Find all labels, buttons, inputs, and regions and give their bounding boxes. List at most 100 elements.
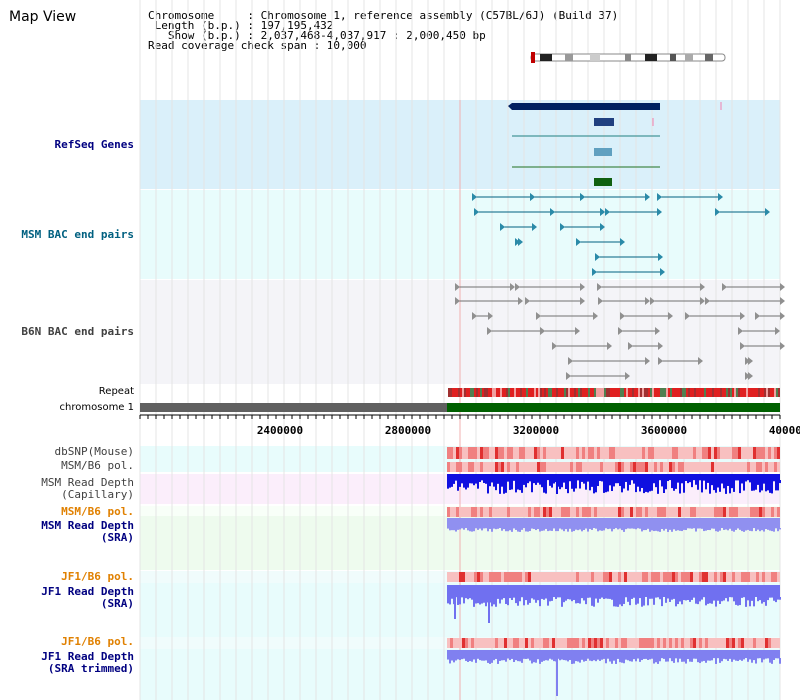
depth-bar <box>775 597 777 603</box>
polymorphism-cell <box>675 462 678 472</box>
track-label-msm-depth-capillary[interactable]: MSM Read Depth (Capillary) <box>41 477 134 501</box>
polymorphism-cell <box>495 638 498 648</box>
repeat-segment <box>646 388 648 397</box>
repeat-segment <box>512 388 514 397</box>
depth-bar <box>455 658 457 661</box>
polymorphism-cell <box>651 462 654 472</box>
polymorphism-cell <box>678 572 681 582</box>
repeat-segment <box>710 388 712 397</box>
polymorphism-cell <box>621 638 624 648</box>
depth-bar <box>491 528 493 532</box>
depth-bar <box>559 658 561 661</box>
depth-bar <box>701 528 703 529</box>
polymorphism-cell <box>687 507 690 517</box>
depth-bar <box>691 528 693 529</box>
depth-bar <box>527 528 529 532</box>
polymorphism-cell <box>627 447 630 459</box>
depth-bar <box>519 658 521 662</box>
polymorphism-cell <box>756 507 759 517</box>
polymorphism-cell <box>558 638 561 648</box>
repeat-segment <box>526 388 528 397</box>
polymorphism-cell <box>585 507 588 517</box>
depth-bar <box>647 597 649 606</box>
repeat-segment <box>724 388 726 397</box>
bac-end-marker <box>780 297 785 305</box>
polymorphism-cell <box>639 572 642 582</box>
polymorphism-cell <box>705 638 708 648</box>
polymorphism-cell <box>459 447 462 459</box>
polymorphism-cell <box>588 462 591 472</box>
depth-bar <box>495 528 497 530</box>
repeat-segment <box>540 388 542 397</box>
depth-bar <box>499 480 501 494</box>
repeat-segment <box>688 388 690 397</box>
polymorphism-cell <box>696 507 699 517</box>
depth-bar <box>671 597 673 600</box>
depth-bar <box>597 597 599 603</box>
polymorphism-cell <box>567 638 570 648</box>
polymorphism-cell <box>495 572 498 582</box>
repeat-segment <box>670 388 672 397</box>
bac-end-marker <box>593 312 598 320</box>
polymorphism-cell <box>453 447 456 459</box>
polymorphism-cell <box>555 447 558 459</box>
depth-bar <box>553 658 555 662</box>
depth-bar <box>749 528 751 531</box>
polymorphism-cell <box>567 572 570 582</box>
track-label-b6n-bac[interactable]: B6N BAC end pairs <box>21 325 134 338</box>
depth-bar <box>765 528 767 529</box>
track-label-msm-bac[interactable]: MSM BAC end pairs <box>21 228 134 241</box>
track-label-refseq[interactable]: RefSeq Genes <box>54 138 134 151</box>
polymorphism-cell <box>516 507 519 517</box>
track-label-jf1-depth-sra[interactable]: JF1 Read Depth (SRA) <box>41 586 134 610</box>
polymorphism-cell <box>549 447 552 459</box>
depth-spike <box>454 597 456 619</box>
depth-bar <box>719 597 721 604</box>
depth-bar <box>575 528 577 530</box>
repeat-segment <box>756 388 758 397</box>
polymorphism-cell <box>606 572 609 582</box>
track-label-jf1-pol-2[interactable]: JF1/B6 pol. <box>61 635 134 648</box>
repeat-segment <box>636 388 638 397</box>
bac-end-marker <box>705 297 710 305</box>
depth-bar <box>779 597 781 600</box>
polymorphism-cell <box>654 447 657 459</box>
depth-bar <box>467 480 469 488</box>
repeat-segment <box>588 388 590 397</box>
depth-bar <box>631 597 633 599</box>
track-label-msm-depth-sra[interactable]: MSM Read Depth (SRA) <box>41 520 134 544</box>
polymorphism-cell <box>573 462 576 472</box>
polymorphism-cell <box>687 638 690 648</box>
depth-bar <box>637 597 639 604</box>
bac-end-marker <box>552 342 557 350</box>
polymorphism-cell <box>645 507 648 517</box>
depth-bar <box>747 597 749 601</box>
repeat-segment <box>776 388 778 397</box>
depth-bar <box>545 480 547 494</box>
depth-bar <box>537 658 539 660</box>
bac-end-marker <box>600 223 605 231</box>
depth-spike <box>556 658 558 696</box>
track-label-msm-pol[interactable]: MSM/B6 pol. <box>61 459 134 472</box>
depth-bar <box>753 597 755 607</box>
polymorphism-cell <box>582 507 585 517</box>
polymorphism-cell <box>744 572 747 582</box>
bac-end-marker <box>515 283 520 291</box>
depth-bar <box>779 480 781 484</box>
track-label-msm-pol-2[interactable]: MSM/B6 pol. <box>61 505 134 518</box>
depth-bar <box>471 597 473 600</box>
polymorphism-cell <box>540 507 543 517</box>
repeat-segment <box>614 388 616 397</box>
polymorphism-cell <box>720 572 723 582</box>
track-label-jf1-depth-trimmed[interactable]: JF1 Read Depth (SRA trimmed) <box>41 651 134 675</box>
bac-end-marker <box>455 297 460 305</box>
track-label-dbsnp[interactable]: dbSNP(Mouse) <box>54 445 134 458</box>
repeat-segment <box>758 388 760 397</box>
depth-bar <box>471 658 473 662</box>
polymorphism-cell <box>582 447 585 459</box>
depth-bar <box>529 480 531 482</box>
track-label-jf1-pol[interactable]: JF1/B6 pol. <box>61 570 134 583</box>
polymorphism-cell <box>744 638 747 648</box>
depth-bar <box>639 528 641 529</box>
